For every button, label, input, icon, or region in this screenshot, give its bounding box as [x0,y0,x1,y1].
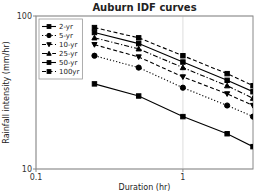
point [92,30,96,34]
title: Auburn IDF curves [92,2,196,13]
point [250,96,253,101]
point [251,144,253,148]
legend-marker [47,25,51,29]
point [180,75,185,80]
y-tick-label: 100 [17,12,32,21]
point [92,43,97,48]
point [225,71,229,75]
series-line [94,84,253,147]
series [92,43,253,109]
series-line [94,45,253,106]
legend-item: 10-yr [42,41,77,49]
point [92,82,96,86]
point [181,60,185,64]
series [92,82,253,149]
y-tick [33,16,36,17]
legend-marker [47,43,51,47]
legend-item: 100yr [42,68,80,76]
x-tick-label: 1 [180,173,185,182]
point [251,84,253,88]
grid-line-x [182,16,183,169]
legend-item: 2-yr [42,23,73,31]
point [225,83,230,88]
legend-item: 50-yr [42,59,77,67]
series [92,35,253,100]
point [180,85,185,90]
legend-label: 5-yr [59,32,73,40]
legend-label: 2-yr [59,23,73,31]
legend-label: 25-yr [59,50,77,58]
point [225,132,229,136]
data [92,25,253,148]
point [225,103,230,108]
point [251,90,253,94]
point [250,103,253,108]
point [136,55,141,60]
legend-marker [47,33,51,37]
point [92,53,97,58]
legend-item: 5-yr [42,32,73,40]
grid [36,16,253,169]
point [136,94,140,98]
legend-marker [47,61,51,65]
chart: 0.1 1 10 100 Auburn IDF curves Duration (hr) R… [0,0,261,193]
series-line [94,56,253,117]
legend-item: 25-yr [42,50,77,58]
legend-label: 50-yr [59,59,77,67]
point [225,92,230,97]
legend-marker [47,51,51,55]
legend-box [39,19,82,79]
legend: 2-yr5-yr10-yr25-yr50-yr100yr [39,19,82,79]
point [180,65,185,70]
series-line [94,38,253,98]
series [92,25,253,88]
plot-area [36,16,253,169]
point [225,78,229,82]
x-tick [182,169,183,172]
point [181,54,185,58]
series [92,30,253,94]
point [136,65,141,70]
point [181,114,185,118]
point [250,114,253,119]
legend-label: 100yr [59,68,80,76]
series-line [94,28,253,86]
x-tick-label: 0.1 [30,173,43,182]
y-tick [33,169,36,170]
point [136,41,140,45]
legend-label: 10-yr [59,41,77,49]
plot-frame [36,16,253,169]
y-tick-label: 10 [22,165,32,174]
point [92,35,97,40]
point [136,36,140,40]
legend-marker [47,70,51,74]
y-axis-label: Rainfall intensity (mm/hr) [2,41,11,143]
point [92,25,96,29]
point [136,46,141,51]
x-axis-label: Duration (hr) [119,183,171,192]
series-line [94,33,253,92]
